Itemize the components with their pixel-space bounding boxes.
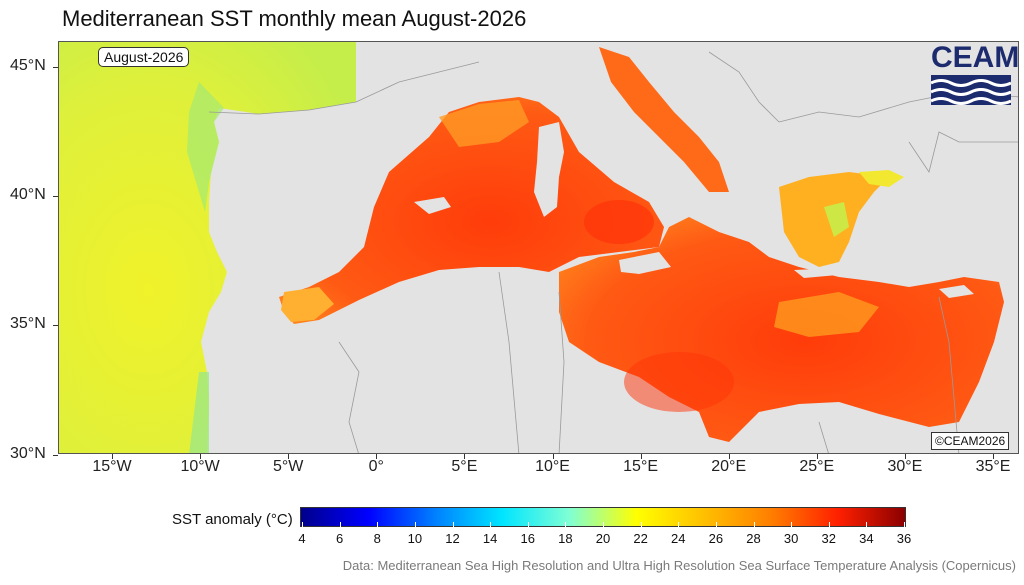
x-tick-label: 10°E — [535, 458, 570, 475]
alboran-sea — [281, 287, 334, 322]
y-tick-label: 30°N — [10, 445, 46, 462]
x-tick-label: 20°E — [711, 458, 747, 475]
colorbar-tick-label: 34 — [859, 531, 874, 546]
y-tick-label: 45°N — [10, 57, 46, 74]
colorbar-tick-mark — [414, 522, 416, 527]
colorbar-tick-label: 10 — [407, 531, 423, 546]
colorbar-tick-label: 20 — [595, 531, 611, 546]
x-tick-mark — [376, 454, 378, 459]
x-tick-mark — [112, 454, 113, 459]
colorbar-tick-label: 28 — [746, 531, 761, 546]
colorbar-tick-label: 14 — [482, 531, 498, 546]
x-tick-mark — [640, 454, 642, 459]
crete — [794, 268, 849, 278]
x-tick-mark — [728, 454, 730, 459]
x-tick-label: 25°E — [799, 458, 835, 475]
gulf-of-lion — [439, 100, 529, 147]
sicily — [619, 252, 671, 274]
colorbar-tick-label: 30 — [783, 531, 799, 546]
colorbar-tick-mark — [715, 522, 717, 527]
legend-title: SST anomaly (°C) — [172, 511, 293, 528]
x-tick-mark — [993, 454, 994, 459]
y-tick-mark — [53, 325, 58, 326]
balearic-islands — [414, 197, 451, 214]
x-tick-label: 35°E — [975, 458, 1011, 475]
x-tick-label: 30°E — [887, 458, 923, 475]
cyprus — [939, 285, 974, 298]
colorbar-tick-mark — [603, 522, 604, 527]
ceam-logo-waves — [931, 75, 1011, 105]
colorbar-tick-label: 8 — [373, 531, 381, 546]
colorbar-tick-label: 22 — [633, 531, 648, 546]
atlantic-ocean — [59, 42, 356, 453]
x-tick-mark — [904, 454, 906, 459]
ceam-logo: CEAM — [931, 41, 1019, 105]
y-tick-mark — [53, 67, 58, 68]
black-sea — [859, 170, 904, 187]
colorbar-tick-label: 26 — [708, 531, 724, 546]
x-tick-label: 15°E — [623, 458, 659, 475]
colorbar-tick-mark — [339, 522, 341, 527]
y-tick-mark — [53, 196, 58, 197]
x-tick-label: 5°W — [272, 458, 304, 475]
colorbar-tick-mark — [753, 522, 755, 527]
colorbar-tick-mark — [640, 522, 642, 527]
copyright-badge: ©CEAM2026 — [931, 432, 1010, 450]
x-tick-mark — [552, 454, 554, 459]
colorbar-tick-mark — [302, 522, 303, 527]
data-source-note: Data: Mediterranean Sea High Resolution … — [342, 558, 1016, 573]
tyrrhenian-hotspot — [584, 200, 654, 244]
x-tick-label: 0° — [368, 458, 384, 475]
x-tick-mark — [200, 454, 202, 459]
colorbar-tick-mark — [904, 522, 905, 527]
y-tick-label: 40°N — [10, 186, 46, 203]
country-borders — [208, 51, 1018, 453]
atlantic-cool-south — [189, 372, 209, 453]
colorbar-tick-mark — [791, 522, 793, 527]
y-tick-mark — [53, 455, 58, 456]
aegean-cool-patch — [824, 202, 849, 237]
atlantic-cool-upwelling — [187, 82, 224, 212]
colorbar-tick-mark — [490, 522, 492, 527]
colorbar-tick-mark — [866, 522, 868, 527]
colorbar-tick-label: 36 — [896, 531, 912, 546]
x-tick-label: 10°W — [180, 458, 220, 475]
x-tick-mark — [464, 454, 466, 459]
colorbar-tick-mark — [452, 522, 454, 527]
x-tick-label: 15°W — [92, 458, 132, 475]
colorbar-tick-mark — [678, 522, 680, 527]
x-tick-label: 5°E — [451, 458, 478, 475]
x-tick-mark — [288, 454, 290, 459]
colorbar-tick-label: 6 — [336, 531, 344, 546]
y-tick-label: 35°N — [10, 315, 46, 332]
colorbar-tick-label: 4 — [298, 531, 306, 546]
colorbar-tick-label: 16 — [520, 531, 535, 546]
colorbar-tick-label: 18 — [558, 531, 573, 546]
colorbar-tick-label: 24 — [671, 531, 686, 546]
adriatic-sea — [599, 47, 729, 192]
map-title: Mediterranean SST monthly mean August-20… — [62, 6, 527, 31]
levantine-patch — [774, 292, 879, 337]
sst-map — [58, 41, 1019, 454]
colorbar-tick-mark — [527, 522, 529, 527]
sst-map-canvas — [59, 42, 1018, 453]
western-mediterranean — [279, 97, 664, 324]
colorbar-tick-mark — [565, 522, 567, 527]
colorbar-tick-label: 32 — [821, 531, 836, 546]
colorbar-tick-label: 12 — [445, 531, 460, 546]
corsica-sardinia — [534, 122, 564, 217]
colorbar-tick-mark — [377, 522, 379, 527]
x-tick-mark — [816, 454, 818, 459]
ceam-logo-text: CEAM — [931, 41, 1020, 74]
colorbar-tick-mark — [828, 522, 830, 527]
ionian-hotspot — [624, 352, 734, 412]
date-badge: August-2026 — [98, 47, 190, 67]
